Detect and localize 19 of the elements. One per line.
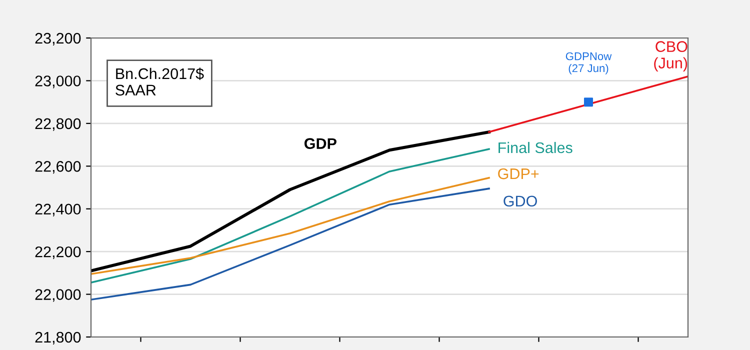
line-series [91, 188, 490, 301]
y-tick-label: 23,200 [35, 32, 81, 46]
text: GDPNow (27 Jun) [566, 52, 612, 74]
series-label: GDP+ [498, 168, 539, 180]
series-label: CBO (Jun) [654, 41, 688, 72]
y-tick-label: 22,400 [35, 204, 81, 216]
y-tick-label: 21,800 [35, 332, 81, 344]
y-tick-label: 22,000 [35, 289, 81, 302]
series-label: GDO [504, 196, 537, 207]
line-series [91, 148, 490, 284]
series-label: GDP [304, 138, 336, 149]
annotation: Bn.Ch.2017$ SAAR [116, 68, 204, 96]
y-tick-label: 22,200 [35, 246, 81, 260]
line-series [91, 130, 491, 272]
line-series [91, 176, 490, 275]
y-tick-label: 22,800 [35, 118, 81, 131]
y-tick-label: 23,000 [35, 76, 81, 88]
series-label: Final Sales [498, 142, 572, 154]
y-tick-label: 22,600 [35, 161, 81, 174]
